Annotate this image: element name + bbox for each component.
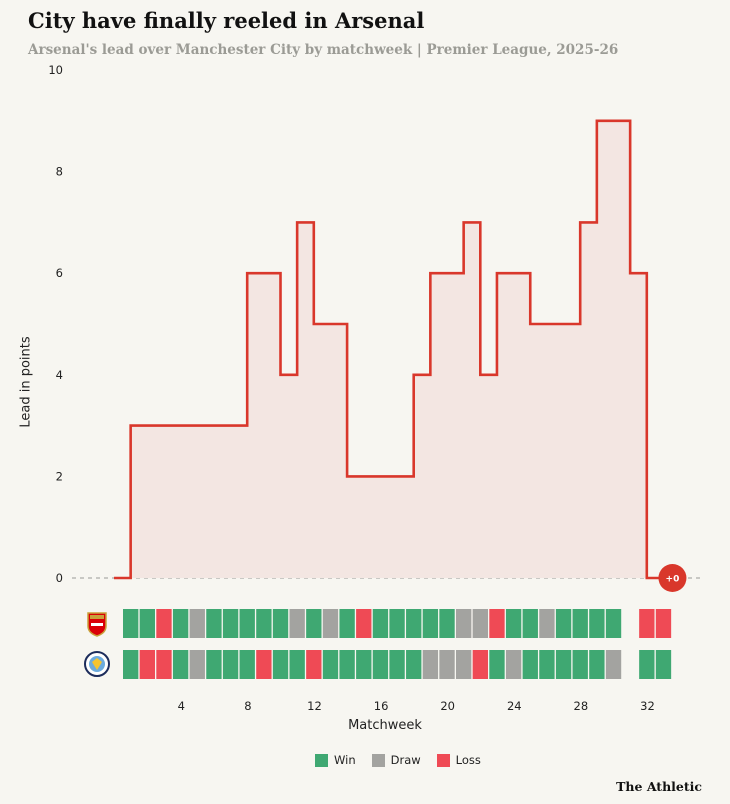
city-result-cell [206,650,222,679]
y-tick-label: 2 [56,469,63,483]
arsenal-result-cell [322,609,339,638]
arsenal-result-cell [206,609,222,638]
arsenal-result-cell [539,609,555,638]
arsenal-result-cell [239,609,255,638]
x-axis-label: Matchweek [348,718,422,733]
arsenal-result-cell [605,609,622,638]
city-result-cell [339,650,355,679]
city-result-cell [522,650,538,679]
arsenal-result-cell [456,609,472,638]
arsenal-result-cell [439,609,455,638]
city-result-cell [222,650,239,679]
lead-step-line [114,119,664,580]
legend-win-swatch [315,753,328,767]
end-lead-badge-label: +0 [666,575,680,585]
man-city-crest-icon [84,651,110,677]
legend-draw-swatch [371,753,385,767]
city-result-cell [256,650,272,679]
arsenal-result-cell [655,609,672,638]
arsenal-result-cell [472,609,488,638]
arsenal-result-cell [256,609,272,638]
y-tick-label: 4 [56,368,63,382]
arsenal-result-cell [406,609,422,638]
x-tick-label: 4 [178,699,185,713]
x-tick-label: 20 [440,699,455,713]
y-tick-label: 8 [56,165,63,179]
city-result-cell [123,650,139,679]
legend-win-label: Win [334,753,356,767]
city-result-cell [505,650,522,679]
lead-area [114,120,664,579]
city-result-cell [589,650,605,679]
x-tick-label: 24 [507,699,522,713]
x-tick-label: 12 [307,699,322,713]
arsenal-crest-band [90,615,104,619]
city-result-cell [156,650,172,679]
arsenal-result-cell [222,609,239,638]
arsenal-crest-cannon [91,623,103,626]
arsenal-result-cell [356,609,372,638]
city-result-cell [306,650,322,679]
arsenal-result-cell [555,609,572,638]
arsenal-result-cell [289,609,305,638]
brand-logo: The Athletic [616,779,702,794]
legend-loss-swatch [436,753,450,767]
arsenal-result-cell [589,609,605,638]
city-result-cell [655,650,672,679]
y-tick-label: 6 [56,266,63,280]
arsenal-result-cell [372,609,389,638]
y-tick-label: 0 [56,571,63,585]
city-result-cell [555,650,572,679]
city-result-cell [539,650,555,679]
x-tick-label: 16 [374,699,389,713]
chart-title: City have finally reeled in Arsenal [28,8,425,33]
city-result-cell [439,650,455,679]
arsenal-result-cell [123,609,139,638]
x-tick-label: 28 [574,699,589,713]
city-result-cell [322,650,339,679]
city-result-cell [172,650,189,679]
city-result-cell [639,650,655,679]
legend-loss-label: Loss [455,753,481,767]
city-result-cell [572,650,588,679]
city-result-cell [356,650,372,679]
city-result-cell [189,650,205,679]
y-tick-label: 10 [48,63,63,77]
arsenal-result-cell [389,609,405,638]
arsenal-result-cell [505,609,522,638]
city-result-cell [605,650,622,679]
arsenal-result-cell [339,609,355,638]
x-tick-label: 32 [640,699,655,713]
arsenal-result-cell [139,609,155,638]
arsenal-result-cell [422,609,439,638]
city-result-cell [422,650,439,679]
arsenal-result-cell [189,609,205,638]
arsenal-result-cell [522,609,538,638]
city-result-cell [372,650,389,679]
city-result-cell [472,650,488,679]
arsenal-crest-icon [87,612,107,637]
chart-subtitle: Arsenal's lead over Manchester City by m… [28,42,619,58]
legend-draw-label: Draw [390,753,421,767]
arsenal-result-cell [156,609,172,638]
city-result-cell [139,650,155,679]
end-lead-badge [658,564,687,592]
arsenal-result-cell [489,609,505,638]
city-result-cell [456,650,472,679]
city-result-cell [272,650,289,679]
legend: Win Draw Loss [315,753,491,767]
x-tick-label: 8 [244,699,251,713]
city-result-cell [239,650,255,679]
city-result-cell [389,650,405,679]
arsenal-result-cell [172,609,189,638]
city-result-cell [489,650,505,679]
city-result-cell [289,650,305,679]
city-crest-emblem [92,658,102,670]
arsenal-result-cell [572,609,588,638]
arsenal-result-cell [639,609,655,638]
arsenal-result-cell [272,609,289,638]
city-result-cell [406,650,422,679]
arsenal-result-cell [306,609,322,638]
